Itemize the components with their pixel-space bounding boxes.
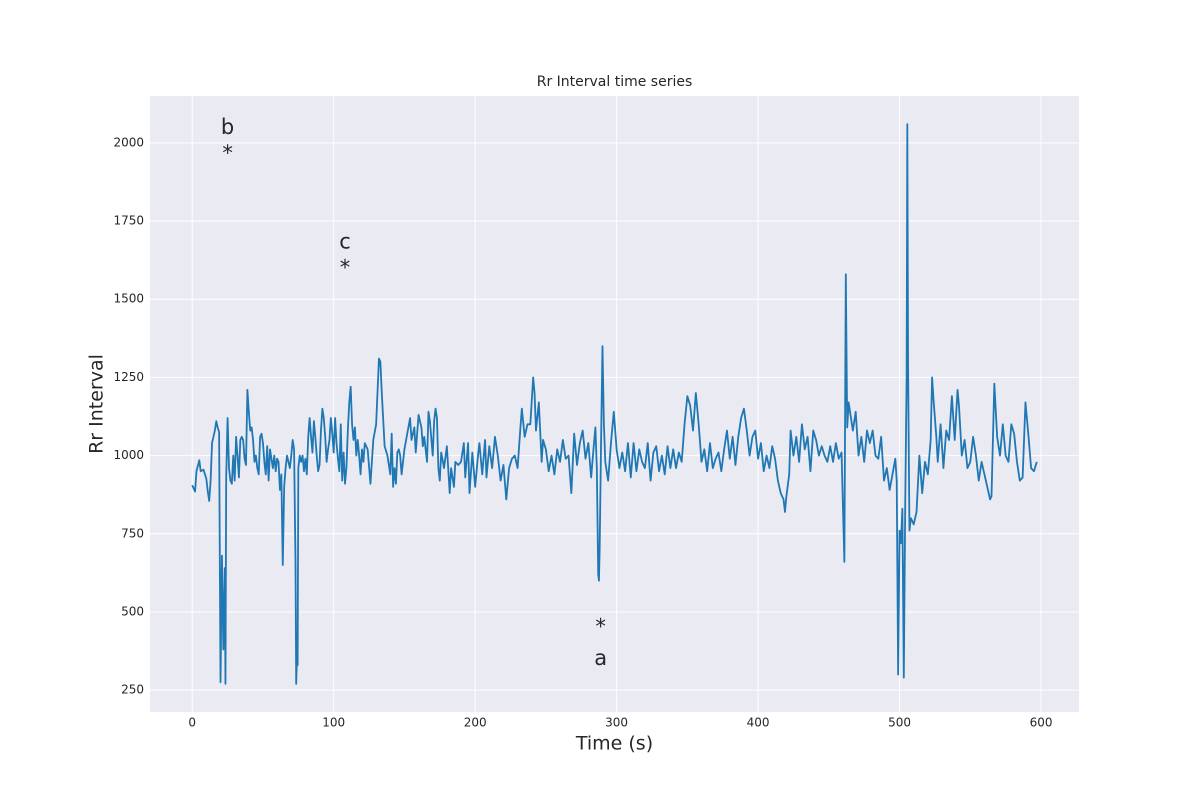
- annotation: a: [594, 646, 607, 670]
- annotation: *: [340, 256, 351, 280]
- x-axis-label: Time (s): [575, 733, 653, 755]
- x-tick-label: 100: [322, 716, 345, 730]
- chart-title: Rr Interval time series: [537, 74, 693, 90]
- y-tick-label: 500: [121, 604, 144, 618]
- annotation: *: [222, 141, 233, 165]
- x-tick-label: 200: [464, 716, 487, 730]
- plot-area: [191, 123, 1038, 685]
- y-tick-label: 1000: [113, 448, 144, 462]
- y-tick-label: 250: [121, 683, 144, 697]
- y-tick-label: 1750: [113, 214, 144, 228]
- y-axis-label: Rr Interval: [86, 354, 108, 454]
- plot-background: [150, 96, 1079, 712]
- grid: [150, 96, 1079, 712]
- x-tick-label: 300: [605, 716, 628, 730]
- y-tick-label: 2000: [113, 135, 144, 149]
- y-tick-label: 1500: [113, 292, 144, 306]
- x-tick-label: 500: [888, 716, 911, 730]
- annotation: b: [221, 115, 234, 139]
- x-tick-label: 600: [1030, 716, 1053, 730]
- data-line: [191, 123, 1038, 685]
- y-tick-label: 750: [121, 526, 144, 540]
- x-tick-label: 0: [188, 716, 196, 730]
- x-tick-label: 400: [747, 716, 770, 730]
- annotation: c: [339, 230, 351, 254]
- y-tick-label: 1250: [113, 370, 144, 384]
- annotation: *: [595, 614, 606, 638]
